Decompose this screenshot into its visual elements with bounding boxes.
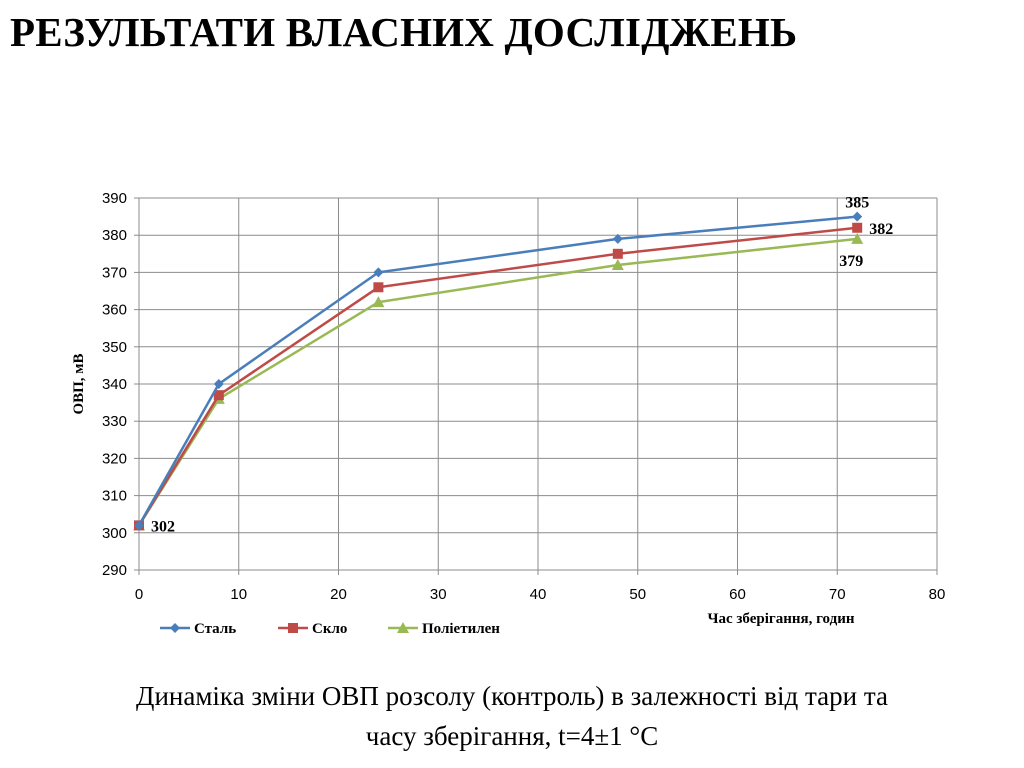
x-tick-label: 80 — [929, 586, 946, 603]
series-line — [137, 237, 858, 527]
data-label: 302 — [151, 518, 175, 535]
y-tick-label: 350 — [102, 339, 127, 356]
x-axis-title: Час зберігання, годин — [707, 611, 854, 627]
legend-entry-3: Поліетилен — [388, 621, 500, 637]
legend-entry-1: Сталь — [160, 621, 236, 637]
series-line — [137, 215, 858, 526]
x-tick-label: 70 — [829, 586, 846, 603]
y-axis-title: ОВП, мВ — [71, 353, 87, 414]
legend-label: Поліетилен — [422, 621, 500, 637]
chart-legend: Сталь Скло Поліетилен — [160, 621, 500, 637]
data-point — [373, 267, 384, 278]
y-tick-label: 310 — [102, 488, 127, 505]
data-point — [612, 248, 623, 259]
x-tick-label: 50 — [629, 586, 646, 603]
series-2 — [134, 222, 863, 531]
x-tick-label: 20 — [330, 586, 347, 603]
data-point — [213, 390, 224, 401]
legend-marker — [397, 622, 409, 633]
line-chart: 290 300 310 320 330 340 350 360 370 380 390 0 10 20 30… — [71, 190, 945, 637]
y-tick-label: 290 — [102, 562, 127, 579]
x-tick-label: 0 — [135, 586, 143, 603]
legend-marker — [288, 623, 298, 633]
data-label: 382 — [869, 221, 893, 238]
y-tick-label: 380 — [102, 227, 127, 244]
slide-caption: Динаміка зміни ОВП розсолу (контроль) в … — [0, 676, 1024, 756]
chart-gridlines — [134, 197, 938, 575]
chart-tick-labels: 290 300 310 320 330 340 350 360 370 380 390 0 10 20 30… — [102, 190, 945, 603]
series-1 — [134, 211, 863, 531]
x-tick-label: 10 — [230, 586, 247, 603]
y-tick-label: 340 — [102, 376, 127, 393]
data-point — [373, 282, 384, 293]
data-point — [611, 258, 624, 270]
legend-label: Скло — [312, 621, 347, 637]
data-point — [612, 233, 623, 244]
legend-marker — [170, 623, 180, 633]
legend-label: Сталь — [194, 621, 236, 637]
y-tick-label: 330 — [102, 413, 127, 430]
legend-entry-2: Скло — [278, 621, 347, 637]
data-point — [134, 520, 144, 531]
y-tick-label: 320 — [102, 450, 127, 467]
y-tick-label: 390 — [102, 190, 127, 207]
x-tick-label: 40 — [530, 586, 547, 603]
series-3 — [133, 232, 864, 531]
y-tick-label: 300 — [102, 525, 127, 542]
y-tick-label: 360 — [102, 302, 127, 319]
data-point — [851, 232, 864, 244]
y-tick-label: 370 — [102, 264, 127, 281]
data-point — [852, 222, 863, 233]
data-label: 379 — [839, 253, 863, 270]
slide-title: РЕЗУЛЬТАТИ ВЛАСНИХ ДОСЛІДЖЕНЬ — [10, 9, 798, 55]
x-tick-label: 60 — [729, 586, 746, 603]
data-point — [852, 211, 863, 222]
data-point — [372, 296, 385, 308]
chart-series — [133, 211, 864, 531]
data-label: 385 — [845, 195, 869, 212]
caption-line-2: часу зберігання, t=4±1 °C — [365, 721, 659, 751]
x-tick-label: 30 — [430, 586, 447, 603]
data-point — [213, 379, 224, 389]
caption-line-1: Динаміка зміни ОВП розсолу (контроль) в … — [136, 681, 888, 711]
